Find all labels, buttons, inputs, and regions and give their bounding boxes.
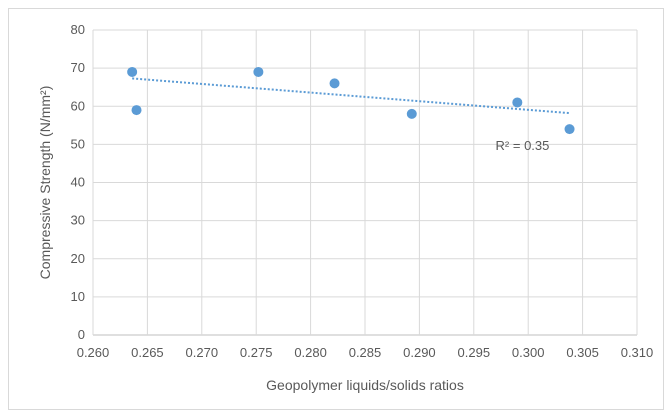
x-tick-label: 0.285 <box>349 345 382 360</box>
x-tick-label: 0.270 <box>186 345 219 360</box>
data-point <box>512 97 523 108</box>
y-tick-label: 40 <box>71 175 85 190</box>
x-tick-label: 0.280 <box>294 345 327 360</box>
gridlines <box>92 29 638 336</box>
data-point <box>127 66 138 77</box>
trendline-group <box>132 77 570 115</box>
x-tick-label: 0.300 <box>512 345 545 360</box>
x-tick-label: 0.275 <box>240 345 273 360</box>
y-axis-title: Compressive Strength (N/mm²) <box>37 86 53 280</box>
y-tick-label: 30 <box>71 213 85 228</box>
x-tick-label: 0.305 <box>566 345 599 360</box>
y-axis-ticks: 0 10 20 30 40 50 60 70 80 <box>71 22 85 342</box>
data-points <box>127 66 575 135</box>
x-axis-ticks: 0.260 0.265 0.270 0.275 0.280 0.285 0.290 0.295… <box>77 345 654 360</box>
y-tick-label: 80 <box>71 22 85 37</box>
chart-frame <box>8 8 664 410</box>
x-axis-title: Geopolymer liquids/solids ratios <box>266 377 464 393</box>
x-tick-label: 0.265 <box>131 345 164 360</box>
data-point <box>329 78 340 89</box>
y-tick-label: 70 <box>71 60 85 75</box>
x-tick-label: 0.260 <box>77 345 110 360</box>
y-tick-label: 20 <box>71 251 85 266</box>
y-tick-label: 10 <box>71 289 85 304</box>
r-squared-label: R² = 0.35 <box>496 138 550 153</box>
x-tick-label: 0.295 <box>458 345 491 360</box>
x-tick-label: 0.290 <box>403 345 436 360</box>
data-point <box>253 66 264 77</box>
y-tick-label: 50 <box>71 136 85 151</box>
x-tick-label: 0.310 <box>621 345 654 360</box>
data-point <box>131 105 142 116</box>
y-tick-label: 60 <box>71 98 85 113</box>
data-point <box>406 108 417 119</box>
data-point <box>564 124 575 135</box>
y-tick-label: 0 <box>78 327 85 342</box>
trendline <box>132 77 570 115</box>
